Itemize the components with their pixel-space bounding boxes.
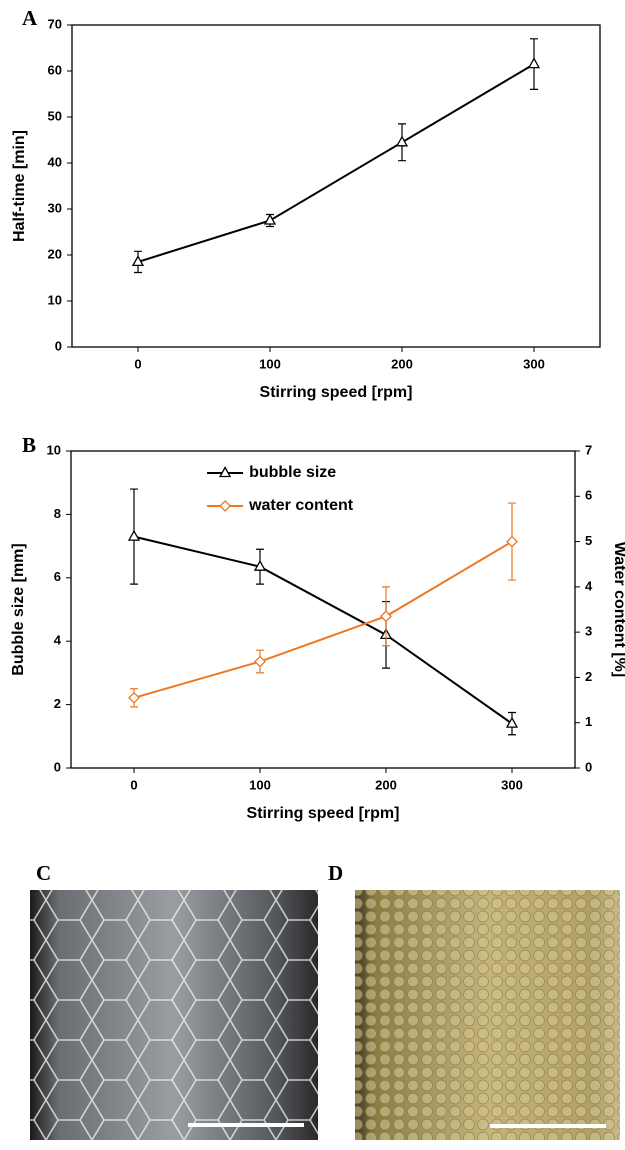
y-tick-label: 2 [54,696,61,711]
photo-c [30,890,318,1140]
series-line [137,63,535,263]
legend-label: bubble size [249,464,336,481]
x-tick-label: 100 [249,777,271,792]
marker [131,255,145,267]
photo-d [355,890,620,1140]
y-tick-label: 10 [48,292,62,307]
y2-tick-label: 0 [585,759,592,774]
y-tick-label: 10 [47,442,61,457]
y2-tick-label: 7 [585,442,592,457]
x-axis-label: Stirring speed [rpm] [247,805,400,822]
y2-tick-label: 1 [585,714,592,729]
legend-marker [218,466,232,478]
marker [506,535,518,548]
x-tick-label: 0 [130,777,137,792]
y2-tick-label: 5 [585,533,592,548]
plot-frame [70,450,576,769]
marker [527,57,541,69]
x-axis-label: Stirring speed [rpm] [260,384,413,401]
marker [127,529,141,541]
y-tick-label: 20 [48,246,62,261]
y2-tick-label: 6 [585,488,592,503]
panel-label: B [22,433,36,457]
marker [128,691,140,704]
y-tick-label: 30 [48,200,62,215]
y2-tick-label: 3 [585,624,592,639]
x-tick-label: 100 [259,356,281,371]
y2-tick-label: 4 [585,578,593,593]
y2-axis-label: Water content [%] [611,542,625,677]
x-tick-label: 200 [375,777,397,792]
y-tick-label: 4 [54,633,62,648]
y2-tick-label: 2 [585,669,592,684]
series-line [133,540,513,699]
y-axis-label: Half-time [min] [11,130,28,242]
y-tick-label: 70 [48,16,62,31]
marker [395,135,409,147]
x-tick-label: 200 [391,356,413,371]
series-line [133,535,513,725]
panel-label: A [22,6,38,30]
panel-label: D [328,861,343,885]
marker [263,213,277,225]
x-tick-label: 300 [523,356,545,371]
marker [253,559,267,571]
y-axis-label: Bubble size [mm] [10,543,27,675]
y-tick-label: 60 [48,62,62,77]
panel-label: C [36,861,51,885]
legend-marker [219,500,231,512]
y-tick-label: 50 [48,108,62,123]
y-tick-label: 40 [48,154,62,169]
marker [380,610,392,623]
y-tick-label: 0 [55,338,62,353]
y-tick-label: 0 [54,759,61,774]
marker [505,716,519,728]
plot-frame [71,24,601,348]
legend-label: water content [248,497,354,514]
x-tick-label: 0 [134,356,141,371]
y-tick-label: 8 [54,506,61,521]
y-tick-label: 6 [54,569,61,584]
marker [254,655,266,668]
x-tick-label: 300 [501,777,523,792]
